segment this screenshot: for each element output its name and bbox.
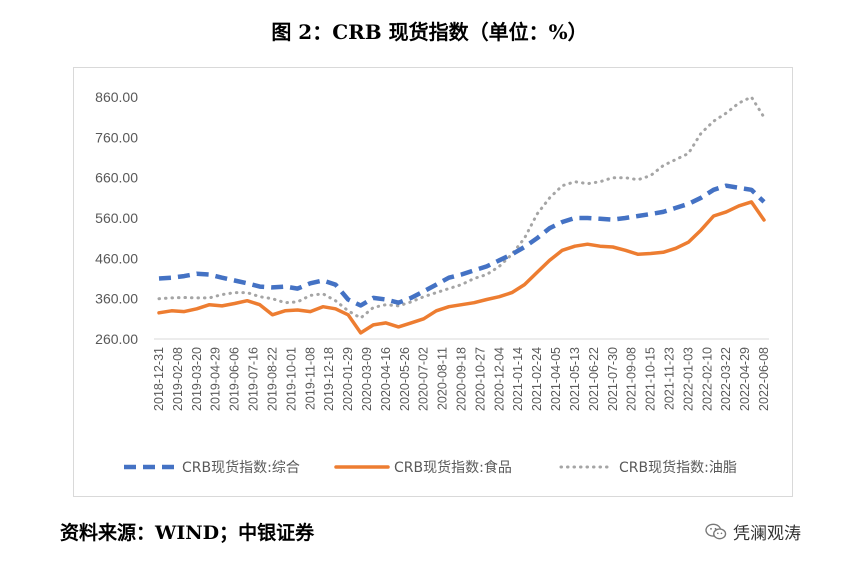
x-tick-label: 2019-08-22 [265,347,279,411]
y-tick-label: 660.00 [95,170,138,186]
y-tick-label: 260.00 [95,331,138,347]
legend-label-1: CRB现货指数:食品 [394,459,512,476]
x-tick-label: 2021-01-14 [511,347,525,411]
x-tick-label: 2019-02-08 [171,347,185,411]
x-tick-label: 2021-07-30 [606,347,620,411]
x-tick-label: 2020-09-18 [455,347,469,411]
wechat-icon [705,523,727,539]
x-tick-label: 2021-09-08 [625,347,639,411]
x-tick-label: 2020-07-02 [417,347,431,411]
x-tick-label: 2021-06-22 [587,347,601,411]
x-tick-label: 2022-06-08 [757,347,771,411]
y-tick-label: 560.00 [95,210,138,226]
x-tick-label: 2019-04-29 [209,347,223,411]
x-tick-label: 2020-01-29 [341,347,355,411]
watermark: 凭澜观涛 [705,519,801,544]
chart-area: 260.00 360.00 460.00 560.00 660.00 760.00 860.… [73,67,793,497]
x-tick-label: 2020-10-27 [473,347,487,411]
x-tick-label: 2018-12-31 [152,347,166,411]
x-tick-label: 2019-07-16 [247,347,261,411]
chart-title: 图 2：CRB 现货指数（单位：%） [271,20,588,44]
y-tick-label: 860.00 [95,89,138,105]
x-tick-label: 2020-04-16 [379,347,393,411]
legend-label-0: CRB现货指数:综合 [182,459,300,476]
x-tick-label: 2021-04-05 [549,347,563,411]
series-lines [157,95,766,335]
x-tick-label: 2021-10-15 [644,347,658,411]
y-tick-label: 760.00 [95,129,138,145]
x-tick-label: 2019-12-18 [322,347,336,411]
series-line-0 [158,183,766,308]
x-tick-label: 2020-08-11 [436,347,450,410]
y-axis-ticks: 260.00 360.00 460.00 560.00 660.00 760.00 860.… [95,89,138,347]
x-tick-label: 2021-02-24 [530,347,544,411]
x-tick-label: 2022-02-10 [700,347,714,411]
x-tick-label: 2019-10-01 [284,347,298,411]
x-tick-label: 2022-01-03 [681,347,695,411]
y-tick-label: 360.00 [95,291,138,307]
legend: CRB现货指数:综合 CRB现货指数:食品 CRB现货指数:油脂 [124,459,737,476]
x-tick-label: 2020-03-09 [360,347,374,411]
series-line-2 [157,95,766,320]
x-tick-label: 2021-11-23 [662,347,676,410]
line-chart: 260.00 360.00 460.00 560.00 660.00 760.00 860.… [95,89,771,476]
y-tick-label: 460.00 [95,250,138,266]
watermark-text: 凭澜观涛 [733,524,801,544]
x-tick-label: 2019-11-08 [303,347,317,410]
x-axis-ticks: 2018-12-31 2019-02-08 2019-03-20 2019-04-29… [152,347,771,411]
source-note: 资料来源：WIND；中银证券 [60,522,315,544]
x-tick-label: 2020-05-26 [398,347,412,411]
legend-label-2: CRB现货指数:油脂 [619,459,737,476]
x-tick-label: 2022-04-29 [738,347,752,411]
x-tick-label: 2019-06-06 [228,347,242,411]
x-tick-label: 2019-03-20 [190,347,204,411]
x-tick-label: 2022-03-22 [719,347,733,411]
series-line-1 [157,200,766,335]
x-tick-label: 2021-05-13 [568,347,582,411]
x-tick-label: 2020-12-04 [492,347,506,411]
